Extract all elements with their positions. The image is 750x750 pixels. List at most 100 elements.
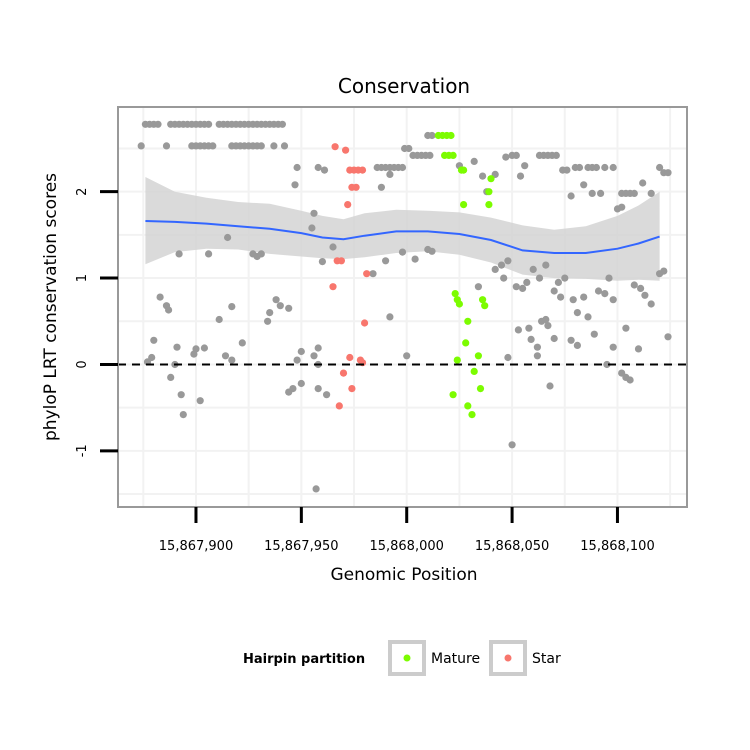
other-point <box>533 343 542 351</box>
other-point <box>639 179 647 187</box>
other-point <box>297 379 305 388</box>
mature-point <box>470 367 478 375</box>
other-point <box>647 189 655 197</box>
other-point <box>205 250 213 258</box>
other-point <box>563 166 571 174</box>
other-point <box>165 306 173 314</box>
other-point <box>428 247 436 255</box>
other-point <box>386 313 394 321</box>
other-point <box>154 120 162 128</box>
mature-point <box>474 352 482 360</box>
other-point <box>291 181 299 189</box>
other-point <box>588 189 596 197</box>
y-tick-label: 1 <box>75 274 90 282</box>
other-point <box>622 373 630 381</box>
legend-entry-star: Star <box>489 640 561 676</box>
mature-point <box>453 356 461 364</box>
other-point <box>405 144 413 153</box>
other-point <box>527 335 535 343</box>
mature-point <box>455 300 463 308</box>
other-point <box>552 151 560 159</box>
other-point <box>224 233 232 242</box>
x-tick-label: 15,867,950 <box>264 539 338 554</box>
other-point <box>308 224 316 232</box>
other-point <box>512 283 520 291</box>
other-point <box>569 296 577 304</box>
other-point <box>550 334 558 343</box>
x-axis-label: Genomic Position <box>330 565 477 585</box>
y-axis-label: phyloP LRT conservation scores <box>41 173 61 441</box>
other-point <box>605 274 613 282</box>
x-tick-label: 15,868,050 <box>475 539 549 554</box>
other-point <box>312 485 320 493</box>
other-point <box>272 296 280 304</box>
legend-label-star: Star <box>532 651 561 667</box>
other-point <box>382 257 390 265</box>
x-tick-label: 15,867,900 <box>159 539 233 554</box>
other-point <box>398 248 407 256</box>
star-point <box>346 353 354 362</box>
star-points <box>329 143 371 410</box>
other-point <box>546 382 554 390</box>
other-point <box>622 324 630 332</box>
mature-point <box>447 131 455 140</box>
other-point <box>508 441 516 449</box>
other-point <box>318 258 326 266</box>
other-point <box>519 284 527 292</box>
other-point <box>310 209 318 217</box>
other-point <box>618 203 626 211</box>
other-point <box>238 339 246 347</box>
other-point <box>544 322 552 330</box>
mature-point <box>451 290 459 298</box>
mature-point <box>468 411 476 419</box>
other-point <box>601 290 609 298</box>
star-point <box>337 257 345 265</box>
other-point <box>603 360 611 369</box>
legend: Hairpin partition Mature Star <box>243 640 561 676</box>
y-tick-label: 2 <box>75 188 90 196</box>
star-point <box>339 369 348 377</box>
other-point <box>156 293 164 301</box>
legend-entry-mature: Mature <box>388 640 480 676</box>
other-point <box>426 151 434 159</box>
other-point <box>280 142 289 150</box>
other-point <box>196 397 204 405</box>
other-point <box>597 189 605 197</box>
other-point <box>293 356 301 364</box>
other-point <box>580 293 588 301</box>
other-point <box>479 172 487 180</box>
confidence-ribbon <box>145 177 660 281</box>
mature-point <box>487 175 495 183</box>
other-point <box>200 344 208 352</box>
other-point <box>297 347 305 356</box>
mature-point <box>476 385 485 393</box>
other-point <box>228 303 236 311</box>
legend-key-box <box>388 640 426 676</box>
mature-point <box>460 166 468 174</box>
star-point <box>335 402 343 410</box>
other-point <box>500 274 508 282</box>
mature-point <box>460 201 468 209</box>
other-point <box>637 284 645 292</box>
other-point <box>314 385 322 393</box>
mature-points <box>434 131 495 419</box>
other-point <box>276 302 284 310</box>
other-point <box>403 352 411 360</box>
mature-point <box>449 391 457 399</box>
other-point <box>514 326 523 334</box>
other-point <box>150 336 158 344</box>
other-point <box>512 151 520 159</box>
other-point <box>573 309 582 317</box>
other-point <box>609 163 617 172</box>
star-legend-swatch <box>504 654 512 662</box>
other-point <box>209 142 217 150</box>
star-point <box>342 146 350 154</box>
other-point <box>533 352 542 360</box>
mature-legend-swatch <box>403 654 411 662</box>
other-point <box>542 315 550 324</box>
legend-label-mature: Mature <box>431 651 480 667</box>
other-point <box>630 281 638 289</box>
x-tick-label: 15,868,100 <box>580 539 654 554</box>
star-point <box>331 143 339 151</box>
